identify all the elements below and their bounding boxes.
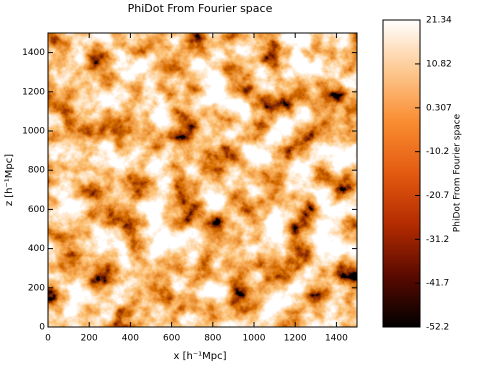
plot-frame — [47, 32, 358, 328]
colorbar-tick-label: 10.82 — [426, 59, 452, 69]
y-tick-label: 600 — [28, 205, 45, 215]
colorbar-tick-label: -31.2 — [426, 235, 449, 245]
x-tick-label: 1200 — [284, 334, 307, 344]
x-tick-label: 200 — [81, 334, 98, 344]
x-tick-label: 1000 — [243, 334, 266, 344]
x-tick-label: 0 — [45, 334, 51, 344]
colorbar-label: PhiDot From Fourier space — [453, 113, 463, 232]
y-tick-label: 0 — [39, 323, 45, 333]
y-tick-label: 400 — [28, 244, 45, 254]
colorbar-tick-label: -10.2 — [426, 147, 449, 157]
colorbar-tick-label: 21.34 — [426, 16, 452, 26]
y-tick-label: 200 — [28, 283, 45, 293]
colorbar-tick-label: -20.7 — [426, 191, 449, 201]
y-tick-label: 1200 — [22, 87, 45, 97]
y-axis-label: z [h⁻¹Mpc] — [4, 154, 15, 206]
x-tick-label: 1400 — [325, 334, 348, 344]
x-tick-label: 400 — [122, 334, 139, 344]
x-tick-label: 600 — [163, 334, 180, 344]
y-tick-label: 1000 — [22, 127, 45, 137]
heatmap-image — [48, 33, 357, 327]
x-tick-label: 800 — [204, 334, 221, 344]
y-tick-label: 1400 — [22, 48, 45, 58]
y-tick-label: 800 — [28, 166, 45, 176]
colorbar-tick-label: -41.7 — [426, 279, 449, 289]
colorbar-tick-label: -52.2 — [426, 323, 449, 333]
colorbar-tick-label: 0.307 — [426, 103, 452, 113]
chart-title: PhiDot From Fourier space — [128, 2, 273, 15]
x-axis-label: x [h⁻¹Mpc] — [174, 351, 227, 362]
colorbar — [382, 19, 421, 328]
